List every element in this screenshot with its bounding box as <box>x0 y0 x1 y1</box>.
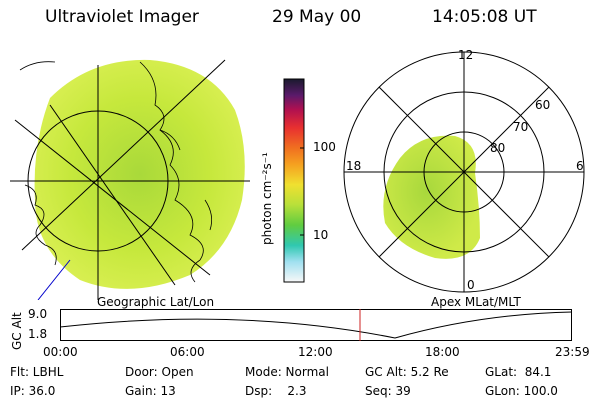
x-tick-4: 23:59 <box>555 345 590 359</box>
mlat-80-label: 80 <box>490 141 506 155</box>
coastlines <box>19 61 213 283</box>
colorbar <box>283 78 305 283</box>
gain-status: Gain: 13 <box>125 384 176 398</box>
glon-status: GLon: 100.0 <box>485 384 558 398</box>
gc-alt-axis-title: GC Alt <box>10 312 24 350</box>
mlat-70-label: 70 <box>513 120 529 134</box>
aurora-image-disk <box>34 59 245 289</box>
mode-status: Mode: Normal <box>245 365 329 379</box>
gc-alt-status: GC Alt: 5.2 Re <box>365 365 449 379</box>
x-tick-3: 18:00 <box>425 345 460 359</box>
time-label: 14:05:08 UT <box>432 7 537 27</box>
altitude-curve <box>60 311 572 339</box>
ip-status: IP: 36.0 <box>10 384 56 398</box>
x-tick-0: 00:00 <box>43 345 78 359</box>
polar-grid <box>343 51 585 293</box>
colorbar-tick-100: 100 <box>313 140 336 154</box>
auroral-oval <box>383 135 480 259</box>
glat-status: GLat: 84.1 <box>485 365 552 379</box>
mlt-0-label: 0 <box>467 278 475 292</box>
x-tick-1: 06:00 <box>170 345 205 359</box>
mlt-18-label: 18 <box>346 159 362 173</box>
alt-y-bottom-label: 1.8 <box>28 327 48 341</box>
geographic-panel-label: Geographic Lat/Lon <box>97 295 215 309</box>
polar-plot <box>343 51 585 293</box>
mlt-6-label: 6 <box>576 159 584 173</box>
mlat-60-label: 60 <box>535 98 551 112</box>
instrument-title: Ultraviolet Imager <box>45 7 199 27</box>
alt-y-top-label: 9.0 <box>28 307 48 321</box>
apex-panel-label: Apex MLat/MLT <box>431 295 521 309</box>
x-tick-2: 12:00 <box>298 345 333 359</box>
geo-grid <box>10 59 250 300</box>
filter-status: Flt: LBHL <box>10 365 64 379</box>
dsp-status: Dsp: 2.3 <box>245 384 307 398</box>
date-label: 29 May 00 <box>272 7 362 27</box>
colorbar-unit-label: photon cm⁻²s⁻¹ <box>260 152 274 245</box>
altitude-plot <box>60 309 572 341</box>
door-status: Door: Open <box>125 365 194 379</box>
geographic-image <box>10 59 250 300</box>
mlt-12-label: 12 <box>458 48 474 62</box>
seq-status: Seq: 39 <box>365 384 411 398</box>
colorbar-tick-10: 10 <box>313 228 329 242</box>
terminator-line <box>37 259 71 300</box>
